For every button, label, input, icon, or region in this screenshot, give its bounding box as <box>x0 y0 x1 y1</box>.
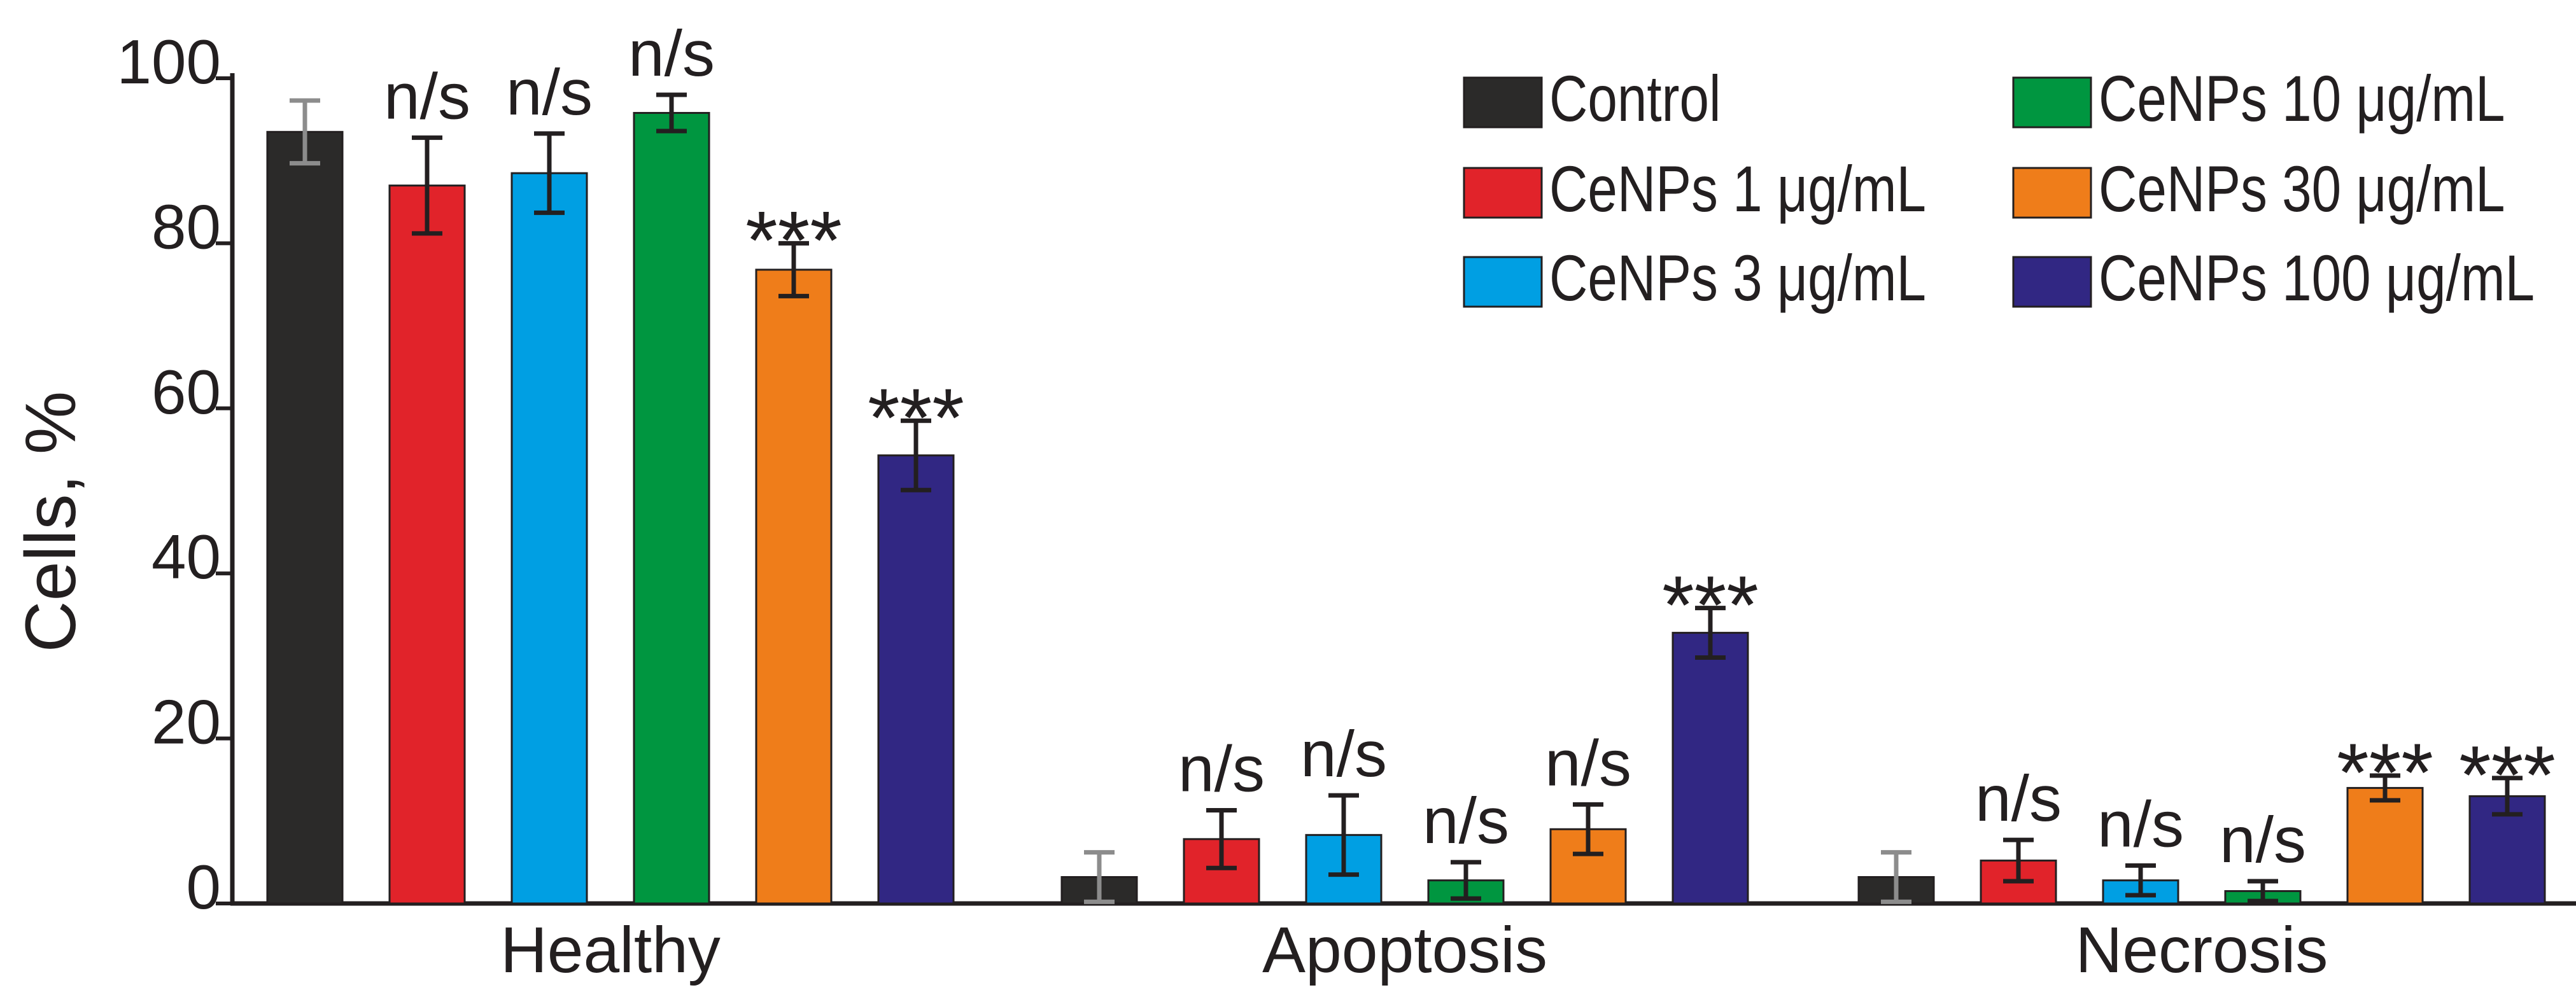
y-tick-label: 80 <box>151 192 221 261</box>
y-tick-label: 20 <box>151 687 221 757</box>
error-bar <box>778 241 809 298</box>
significance-stars: *** <box>868 371 964 464</box>
significance-ns: n/s <box>1975 762 2062 835</box>
legend-swatch <box>2012 167 2092 219</box>
error-bar <box>1451 860 1481 901</box>
error-bar <box>1328 793 1359 877</box>
error-bar <box>1881 850 1911 904</box>
error-bar <box>656 92 687 134</box>
significance-stars: *** <box>2459 729 2556 821</box>
bar-5-healthy <box>755 268 833 905</box>
bar-3-healthy <box>510 172 588 905</box>
error-bar <box>2492 776 2523 817</box>
legend-label: CeNPs 10 μg/mL <box>2099 62 2505 135</box>
y-axis-label: Cells, % <box>11 391 90 653</box>
y-tick-label: 0 <box>186 852 221 922</box>
legend-label: CeNPs 1 μg/mL <box>1549 153 1926 225</box>
bars <box>266 111 2546 905</box>
error-bar <box>2003 837 2034 884</box>
axes: 0 20 40 60 80 100 <box>116 27 2576 922</box>
legend-label: CeNPs 30 μg/mL <box>2099 153 2505 225</box>
error-bar <box>1206 807 1237 870</box>
significance-stars: *** <box>2337 726 2433 819</box>
significance-annotations: n/s n/s n/s *** *** n/s n/s n/s n/s *** n/s n/s n/s *… <box>384 17 2556 876</box>
y-tick-label: 100 <box>116 27 221 97</box>
error-bar <box>1695 606 1726 660</box>
error-bar <box>290 98 320 166</box>
legend-label: Control <box>1549 62 1721 135</box>
significance-ns: n/s <box>2220 804 2306 876</box>
error-bar <box>534 131 565 215</box>
error-bar <box>2248 879 2278 903</box>
error-bar <box>2125 863 2156 898</box>
axis-labels: Cells, % Healthy Apoptosis Necrosis <box>11 391 2328 986</box>
x-category-label: Healthy <box>500 914 721 986</box>
significance-ns: n/s <box>1423 784 1509 857</box>
bar-6-apoptosis <box>1672 632 1749 905</box>
bar-5-necrosis <box>2346 786 2424 905</box>
error-bars <box>290 92 2523 904</box>
error-bar <box>901 418 931 492</box>
legend-swatch <box>1463 76 1543 129</box>
significance-ns: n/s <box>2097 788 2184 860</box>
bar-6-healthy <box>877 454 955 905</box>
y-tick-label: 40 <box>151 522 221 592</box>
legend-swatch <box>1463 256 1543 308</box>
legend: Control CeNPs 1 μg/mL CeNPs 3 μg/mL CeNPs 1… <box>1463 62 2535 314</box>
x-category-label: Necrosis <box>2076 914 2328 986</box>
bar-2-healthy <box>388 185 466 905</box>
x-category-label: Apoptosis <box>1262 914 1547 986</box>
significance-ns: n/s <box>506 56 593 129</box>
legend-entry: CeNPs 3 μg/mL <box>1463 242 1926 314</box>
bar-4-healthy <box>633 111 710 905</box>
legend-swatch <box>2012 256 2092 308</box>
legend-label: CeNPs 3 μg/mL <box>1549 242 1926 314</box>
y-tick-label: 60 <box>151 357 221 427</box>
legend-swatch <box>1463 167 1543 219</box>
bar-1-healthy <box>266 130 344 905</box>
significance-ns: n/s <box>628 17 715 90</box>
legend-entry: CeNPs 30 μg/mL <box>2012 153 2505 225</box>
legend-entry: CeNPs 10 μg/mL <box>2012 62 2505 135</box>
significance-stars: *** <box>745 193 842 286</box>
error-bar <box>1084 850 1115 904</box>
error-bar <box>1573 802 1603 856</box>
legend-swatch <box>2012 76 2092 129</box>
significance-ns: n/s <box>1178 732 1265 805</box>
error-bar <box>412 135 442 236</box>
error-bar <box>2370 773 2400 803</box>
legend-label: CeNPs 100 μg/mL <box>2099 242 2535 314</box>
legend-entry: CeNPs 100 μg/mL <box>2012 242 2535 314</box>
legend-entry: CeNPs 1 μg/mL <box>1463 153 1926 225</box>
legend-entry: Control <box>1463 62 1721 135</box>
significance-ns: n/s <box>1545 727 1631 799</box>
significance-ns: n/s <box>384 60 470 132</box>
significance-ns: n/s <box>1300 718 1387 790</box>
significance-stars: *** <box>1662 559 1759 652</box>
